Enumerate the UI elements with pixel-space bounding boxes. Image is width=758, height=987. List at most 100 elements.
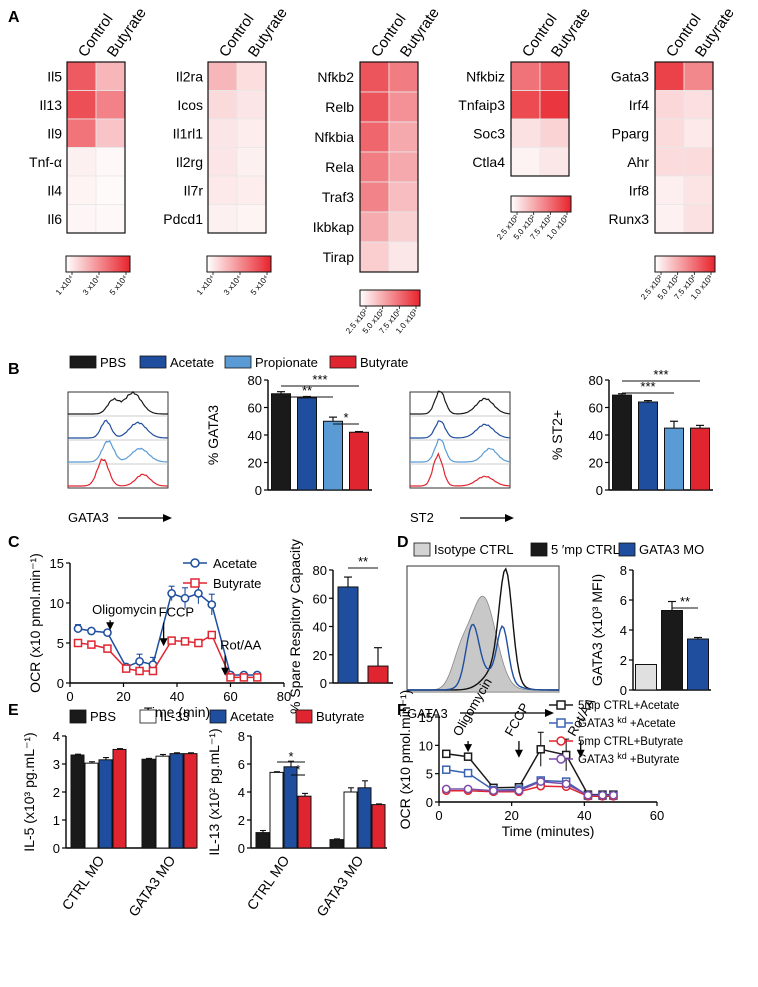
heatmap-cell	[683, 147, 714, 177]
heatmap-cell	[510, 90, 541, 120]
data-point	[103, 628, 112, 637]
legend-swatch	[139, 355, 167, 369]
x-tick-label: 80	[277, 689, 291, 704]
legend-marker	[190, 578, 200, 588]
legend-d: Isotype CTRL 5 ′mp CTRL GATA3 MO	[413, 542, 704, 557]
y-tick-label: 0	[620, 683, 627, 698]
heatmap-cell	[95, 204, 126, 234]
legend-label: PBS	[100, 355, 126, 370]
y-tick-label: 6	[620, 593, 627, 608]
significance-label: *	[295, 762, 300, 777]
y-tick-label: 80	[589, 373, 603, 388]
heatmap-cell	[654, 204, 685, 234]
heatmap-row-label: Irf4	[629, 97, 649, 113]
y-tick-label: 2	[238, 813, 245, 828]
y-tick-label: 4	[53, 729, 60, 744]
legend-label: Propionate	[255, 355, 318, 370]
grouped-bar-chart-e-il5: 0 1 2 3 4 IL-5 (x10³ pg.mL⁻¹) CTRL MO GATA3 MO	[21, 729, 198, 919]
data-point	[194, 589, 203, 598]
heatmap-column-label: Butyrate	[245, 5, 291, 61]
legend-swatch	[224, 355, 252, 369]
legend-label: Isotype CTRL	[434, 542, 513, 557]
legend-label: GATA3 kd +Acetate	[578, 715, 676, 730]
data-point	[87, 626, 96, 636]
heatmap-row-label: Il5	[47, 68, 62, 84]
heatmap-cell	[359, 211, 390, 243]
gata3-mo-trace	[406, 623, 560, 691]
data-point	[73, 638, 83, 648]
heatmap-row-label: Pdcd1	[163, 211, 203, 227]
color-scale-bar	[654, 255, 716, 273]
y-tick-label: 60	[248, 401, 262, 416]
heatmap-row-label: Soc3	[473, 125, 505, 141]
legend-label: GATA3 kd +Butyrate	[578, 751, 679, 766]
bar	[349, 431, 369, 491]
significance-label: *	[343, 410, 348, 425]
scale-tick-label: 3 x10⁴	[222, 273, 244, 297]
y-tick-label: 2	[620, 653, 627, 668]
heatmap-cell	[388, 91, 419, 123]
color-scale-bar	[510, 195, 572, 213]
heatmap-cell	[95, 90, 126, 120]
bar	[141, 758, 156, 849]
legend-swatch	[329, 355, 357, 369]
heatmap-cell	[66, 90, 97, 120]
bar	[329, 839, 344, 849]
significance-label: **	[302, 383, 312, 398]
heatmap-cell	[388, 241, 419, 273]
heatmap-a2: ControlButyrateIl2raIcosIl1rl1Il2rgIl7rP…	[163, 5, 291, 297]
heatmap-row-label: Tirap	[323, 249, 355, 265]
legend-label: 5 ′mp CTRL	[551, 542, 620, 557]
bar	[183, 753, 198, 849]
heatmap-row-label: Traf3	[322, 189, 354, 205]
histogram-trace	[410, 438, 511, 463]
heatmap-cell	[539, 118, 570, 148]
bar	[84, 762, 99, 849]
x-tick-label: 20	[504, 808, 518, 823]
treatment-arrow-head	[576, 749, 585, 758]
significance-label: **	[680, 594, 690, 609]
heatmap-column-label: Butyrate	[104, 5, 150, 61]
heatmap-row-label: Irf8	[629, 182, 649, 198]
heatmap-cell	[683, 175, 714, 205]
y-tick-label: 20	[589, 456, 603, 471]
data-point	[135, 657, 144, 666]
x-tick-label: 20	[116, 689, 130, 704]
heatmap-cell	[654, 175, 685, 205]
heatmap-cell	[95, 61, 126, 91]
heatmap-a5: ControlButyrateGata3Irf4PpargAhrIrf8Runx…	[609, 5, 738, 302]
heatmap-cell	[66, 175, 97, 205]
bar	[343, 791, 358, 849]
y-axis-label: IL-5 (x10³ pg.mL⁻¹)	[21, 732, 37, 851]
y-tick-label: 10	[50, 596, 64, 611]
heatmap-border	[510, 61, 570, 177]
data-point	[463, 784, 473, 794]
heatmap-cell	[359, 241, 390, 273]
x-tick-label: 60	[650, 808, 664, 823]
bar	[323, 420, 343, 491]
y-tick-label: 20	[313, 648, 327, 663]
data-point	[207, 630, 217, 640]
color-scale-bar	[65, 255, 131, 273]
legend-label-part: GATA3	[578, 754, 617, 766]
histogram-b-hist-st2: ST2	[409, 390, 514, 525]
legend-label: 5mp CTRL+Butyrate	[578, 736, 683, 748]
histogram-trace	[410, 390, 511, 415]
legend-swatch	[618, 542, 636, 557]
heatmap-row-label: Il1rl1	[173, 125, 204, 141]
panel-letter-e: E	[8, 702, 19, 719]
heatmap-row-label: Il13	[39, 97, 62, 113]
heatmap-row-label: Runx3	[609, 211, 650, 227]
y-tick-label: 0	[238, 841, 245, 856]
bar	[269, 771, 284, 849]
legend-swatch	[295, 709, 313, 724]
data-point	[87, 640, 96, 649]
heatmap-row-label: Gata3	[611, 68, 649, 84]
bar-chart-b-bar_st2: 0 20 40 60 80 % ST2+ ******	[549, 367, 713, 498]
x-tick-label: 0	[66, 689, 73, 704]
panel-letter-c: C	[8, 534, 20, 551]
heatmap-border	[359, 61, 419, 273]
heatmap-cell	[683, 90, 714, 120]
heatmap-border	[654, 61, 714, 234]
